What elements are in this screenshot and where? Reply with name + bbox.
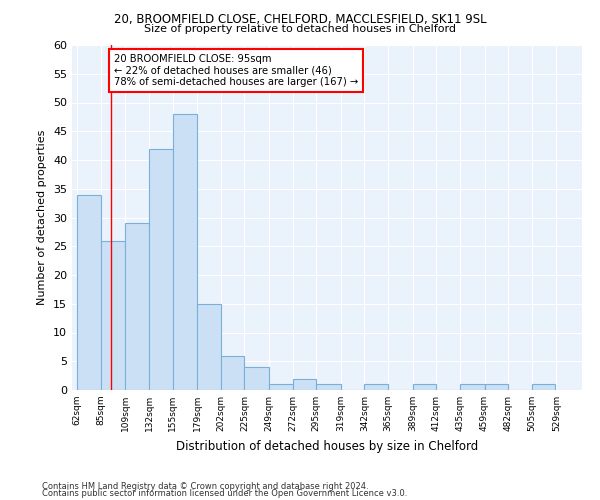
Text: Contains HM Land Registry data © Crown copyright and database right 2024.: Contains HM Land Registry data © Crown c… — [42, 482, 368, 491]
Text: 20 BROOMFIELD CLOSE: 95sqm
← 22% of detached houses are smaller (46)
78% of semi: 20 BROOMFIELD CLOSE: 95sqm ← 22% of deta… — [114, 54, 358, 87]
Bar — [221, 356, 244, 390]
Bar — [149, 148, 173, 390]
Bar — [125, 223, 149, 390]
X-axis label: Distribution of detached houses by size in Chelford: Distribution of detached houses by size … — [176, 440, 478, 452]
Text: Contains public sector information licensed under the Open Government Licence v3: Contains public sector information licen… — [42, 489, 407, 498]
Bar — [101, 240, 125, 390]
Bar — [413, 384, 436, 390]
Text: 20, BROOMFIELD CLOSE, CHELFORD, MACCLESFIELD, SK11 9SL: 20, BROOMFIELD CLOSE, CHELFORD, MACCLESF… — [113, 12, 487, 26]
Bar — [269, 384, 293, 390]
Bar — [532, 384, 556, 390]
Bar — [316, 384, 341, 390]
Bar — [244, 367, 269, 390]
Y-axis label: Number of detached properties: Number of detached properties — [37, 130, 47, 305]
Bar — [197, 304, 221, 390]
Bar — [485, 384, 508, 390]
Bar — [173, 114, 197, 390]
Bar — [293, 378, 316, 390]
Bar — [364, 384, 388, 390]
Bar — [460, 384, 485, 390]
Bar — [77, 194, 101, 390]
Text: Size of property relative to detached houses in Chelford: Size of property relative to detached ho… — [144, 24, 456, 34]
